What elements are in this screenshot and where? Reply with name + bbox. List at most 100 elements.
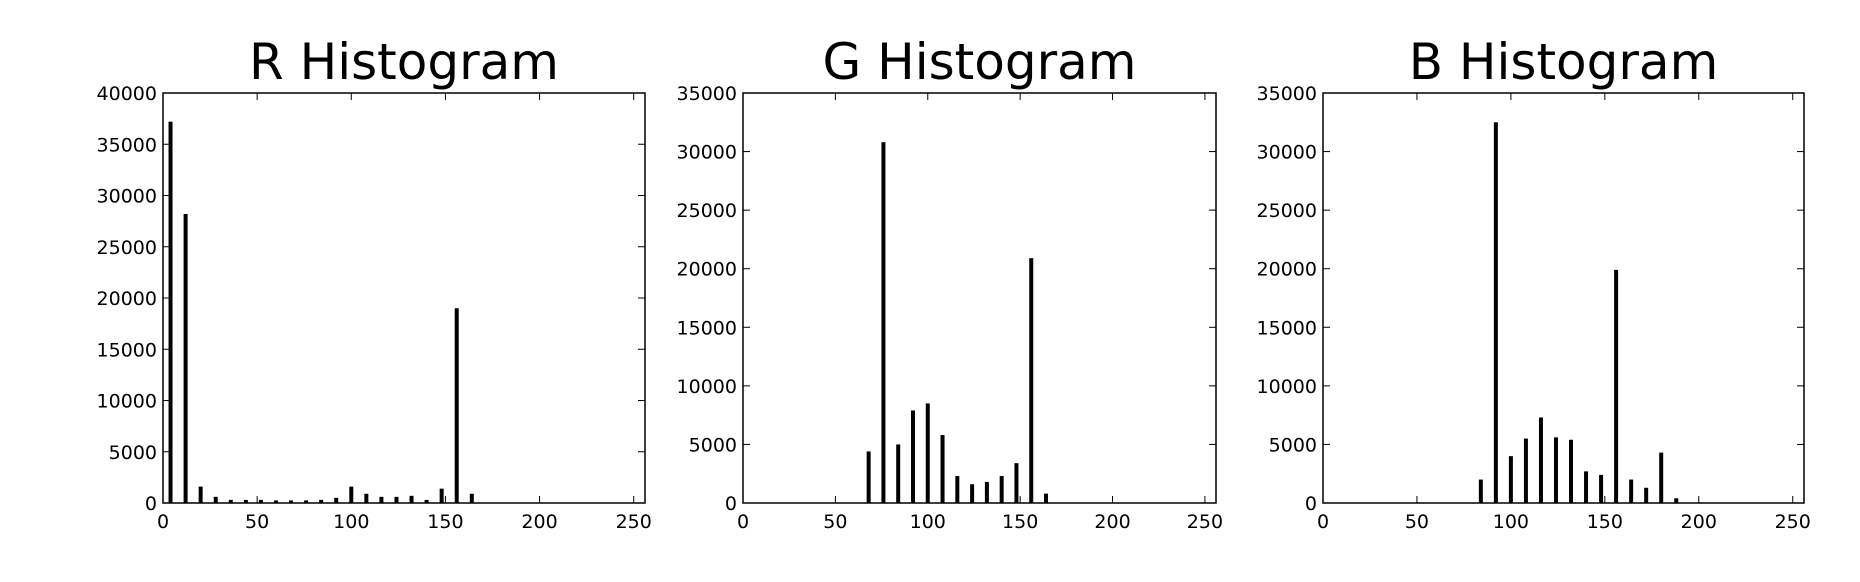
- y-tick-label: 5000: [689, 434, 737, 456]
- x-tick-label: 150: [1002, 511, 1038, 533]
- histogram-bar: [1644, 487, 1649, 503]
- y-tick-label: 35000: [97, 134, 157, 156]
- histogram-bar: [1553, 437, 1558, 503]
- y-tick-label: 10000: [1257, 376, 1317, 398]
- histogram-bar: [1629, 479, 1634, 503]
- histogram-bar: [469, 493, 474, 503]
- y-tick-label: 25000: [677, 200, 737, 222]
- y-tick-label: 15000: [97, 339, 157, 361]
- histogram-bar: [881, 142, 886, 503]
- histogram-bar: [1538, 417, 1543, 503]
- histogram-bar: [1614, 269, 1619, 503]
- y-tick-label: 25000: [1257, 200, 1317, 222]
- histogram-bar: [198, 486, 203, 503]
- x-tick-label: 0: [1317, 511, 1329, 533]
- histogram-bar: [866, 451, 871, 503]
- histogram-bar: [394, 496, 399, 503]
- y-tick-label: 25000: [97, 237, 157, 259]
- histogram-bar: [984, 481, 989, 503]
- y-tick-label: 20000: [1257, 259, 1317, 281]
- histogram-bar: [258, 499, 263, 503]
- plot-frame: [742, 92, 1217, 504]
- plot-frame: [1322, 92, 1805, 504]
- y-tick-label: 30000: [97, 186, 157, 208]
- y-tick-label: 15000: [677, 317, 737, 339]
- x-tick-label: 50: [245, 511, 269, 533]
- histogram-bar: [439, 488, 444, 503]
- histogram-panel: G Histogram 0 5000 10000 15000 20000 25000 3000…: [677, 33, 1224, 533]
- histogram-bar: [1659, 452, 1664, 503]
- histogram-bar: [349, 486, 354, 503]
- histogram-bar: [304, 500, 309, 503]
- x-tick-label: 250: [616, 511, 652, 533]
- x-tick-label: 0: [157, 511, 169, 533]
- y-tick-label: 5000: [109, 442, 157, 464]
- y-tick-label: 30000: [1257, 142, 1317, 164]
- y-tick-label: 0: [1305, 493, 1317, 515]
- histogram-bar: [970, 484, 975, 503]
- histogram-bar: [896, 444, 901, 503]
- histogram-bar: [273, 500, 278, 503]
- y-tick-label: 0: [145, 493, 157, 515]
- x-tick-label: 100: [1493, 511, 1529, 533]
- histogram-bar: [409, 495, 414, 503]
- histogram-bar: [910, 410, 915, 503]
- histogram-bar: [955, 476, 960, 503]
- histogram-bar: [925, 403, 930, 503]
- histogram-bar: [1569, 439, 1574, 503]
- y-tick-label: 20000: [97, 288, 157, 310]
- x-tick-label: 150: [427, 511, 463, 533]
- histogram-bar: [454, 308, 459, 503]
- histogram-bar: [1478, 479, 1483, 503]
- histogram-bar: [379, 496, 384, 503]
- x-tick-label: 150: [1587, 511, 1623, 533]
- y-tick-label: 20000: [677, 259, 737, 281]
- x-tick-label: 200: [1681, 511, 1717, 533]
- histogram-bar: [168, 121, 173, 503]
- histogram-bar: [319, 499, 324, 503]
- y-tick-label: 10000: [677, 376, 737, 398]
- histogram-bar: [999, 476, 1004, 503]
- histogram-bar: [1584, 471, 1589, 503]
- x-tick-label: 250: [1187, 511, 1223, 533]
- histogram-bar: [1599, 474, 1604, 503]
- x-tick-label: 200: [1094, 511, 1130, 533]
- histogram-bar: [1014, 463, 1019, 503]
- chart-title: G Histogram: [822, 33, 1136, 91]
- histogram-bar: [334, 497, 339, 503]
- x-tick-label: 50: [823, 511, 847, 533]
- histogram-bar: [364, 493, 369, 503]
- histogram-bar: [424, 499, 429, 503]
- x-tick-label: 50: [1405, 511, 1429, 533]
- x-tick-label: 200: [521, 511, 557, 533]
- chart-title: B Histogram: [1409, 33, 1719, 91]
- chart-title: R Histogram: [249, 33, 559, 91]
- y-tick-label: 15000: [1257, 317, 1317, 339]
- histogram-bar: [940, 435, 945, 503]
- x-tick-label: 100: [910, 511, 946, 533]
- histogram-bar: [213, 496, 218, 503]
- histogram-bar: [289, 500, 294, 503]
- histogram-bar: [1523, 438, 1528, 503]
- y-tick-label: 5000: [1269, 434, 1317, 456]
- histogram-bar: [243, 499, 248, 503]
- plot-frame: [162, 92, 646, 504]
- histogram-bar: [1508, 456, 1513, 503]
- x-tick-label: 0: [737, 511, 749, 533]
- y-tick-label: 35000: [1257, 83, 1317, 105]
- y-tick-label: 35000: [677, 83, 737, 105]
- histogram-bar: [183, 213, 188, 503]
- y-tick-label: 0: [725, 493, 737, 515]
- histogram-bar: [1493, 122, 1498, 504]
- histogram-panel: R Histogram 0 5000 10000 15000 20000 25000 3000…: [97, 33, 652, 533]
- histogram-bar: [228, 499, 233, 503]
- y-tick-label: 40000: [97, 83, 157, 105]
- histogram-panel: B Histogram 0 5000 10000 15000 20000 25000 3000…: [1257, 33, 1811, 533]
- histogram-bar: [1674, 498, 1679, 503]
- y-tick-label: 10000: [97, 391, 157, 413]
- histogram-bar: [1029, 258, 1034, 503]
- x-tick-label: 100: [333, 511, 369, 533]
- y-tick-label: 30000: [677, 142, 737, 164]
- x-tick-label: 250: [1775, 511, 1811, 533]
